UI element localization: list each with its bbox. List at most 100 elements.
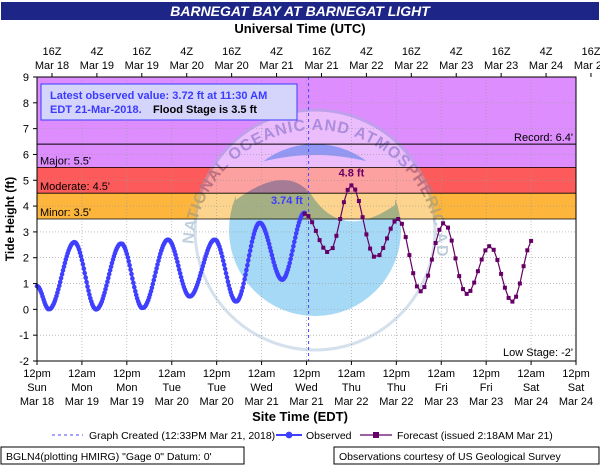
forecast-point bbox=[414, 284, 419, 289]
forecast-point bbox=[364, 232, 369, 237]
forecast-point bbox=[388, 226, 393, 231]
reference-lines: Major: 5.5' Moderate: 4.5' Minor: 3.5' Reco… bbox=[37, 132, 576, 359]
observed-point bbox=[156, 258, 161, 264]
bottom-tick-day: Mon bbox=[116, 382, 137, 394]
forecast-point bbox=[468, 288, 473, 293]
forecast-point bbox=[422, 285, 427, 290]
bottom-tick-day: Mon bbox=[71, 382, 92, 394]
bottom-tick-date: Mar 18 bbox=[20, 396, 54, 408]
top-tick-time: 16Z bbox=[42, 46, 61, 58]
observed-point bbox=[59, 271, 65, 277]
forecast-point bbox=[385, 236, 389, 241]
observed-point bbox=[219, 250, 224, 256]
bottom-tick-day: Sat bbox=[523, 382, 540, 394]
legend: Graph Created (12:33PM Mar 21, 2018) Obs… bbox=[52, 430, 553, 442]
forecast-point bbox=[437, 227, 442, 232]
observed-point bbox=[288, 256, 293, 262]
observed-point bbox=[103, 286, 108, 292]
forecast-point bbox=[495, 258, 500, 262]
observed-point bbox=[129, 271, 134, 277]
top-tick-time: 4Z bbox=[540, 46, 553, 58]
bottom-tick-date: Mar 20 bbox=[155, 396, 189, 408]
observed-point bbox=[250, 235, 256, 240]
observed-point bbox=[269, 252, 275, 258]
bottom-tick-day: Thu bbox=[387, 382, 406, 394]
observed-point bbox=[154, 266, 159, 271]
bottom-tick-time: 12pm bbox=[383, 368, 411, 380]
observed-point bbox=[290, 248, 295, 253]
observed-point bbox=[220, 254, 225, 259]
forecast-point bbox=[313, 228, 318, 233]
observed-point bbox=[106, 271, 112, 277]
forecast-point bbox=[334, 233, 339, 238]
forecast-point bbox=[499, 271, 504, 276]
bottom-tick-day: Sun bbox=[27, 382, 47, 394]
forecast-point bbox=[321, 245, 326, 250]
observed-point bbox=[84, 279, 89, 285]
top-tick-time: 16Z bbox=[132, 46, 151, 58]
forecast-point bbox=[349, 183, 354, 188]
bottom-tick-time: 12am bbox=[248, 368, 276, 380]
y-tick-label: 3 bbox=[23, 227, 29, 239]
forecast-point bbox=[396, 217, 401, 221]
y-tick-label: 9 bbox=[23, 72, 29, 84]
top-tick-time: 16Z bbox=[402, 46, 421, 58]
bottom-tick-time: 12pm bbox=[562, 368, 590, 380]
observed-point bbox=[102, 290, 107, 296]
observed-point bbox=[150, 281, 156, 287]
forecast-point bbox=[426, 273, 431, 278]
top-tick-time: 4Z bbox=[270, 46, 283, 58]
observed-point bbox=[127, 263, 132, 268]
forecast-point bbox=[502, 285, 507, 290]
forecast-point bbox=[377, 253, 382, 258]
observed-point bbox=[178, 274, 184, 280]
top-tick-time: 16Z bbox=[222, 46, 241, 58]
forecast-point bbox=[514, 294, 519, 299]
forecast-point bbox=[418, 289, 423, 294]
top-axis: 16Z Mar 18 4Z Mar 19 16Z Mar 19 4Z Mar 20 16Z Mar… bbox=[35, 46, 600, 77]
y-axis-title: Tide Height (ft) bbox=[3, 177, 17, 261]
forecast-point bbox=[399, 221, 404, 226]
observed-point bbox=[240, 285, 245, 290]
bottom-tick-time: 12pm bbox=[472, 368, 500, 380]
forecast-point bbox=[356, 199, 361, 203]
bottom-tick-day: Thu bbox=[342, 382, 361, 394]
bottom-tick-time: 12pm bbox=[113, 368, 141, 380]
top-tick-time: 16Z bbox=[581, 46, 600, 58]
footer-datum: BGLN4(plotting HMIRG) "Gage 0" Datum: 0' bbox=[6, 451, 212, 463]
observed-point bbox=[292, 239, 297, 245]
top-tick-date: Mar 22 bbox=[349, 60, 383, 72]
forecast-point bbox=[368, 246, 373, 251]
top-tick-date: Mar 21 bbox=[304, 60, 338, 72]
bottom-tick-date: Mar 21 bbox=[289, 396, 323, 408]
info-box-line3: Flood Stage is 3.5 ft bbox=[153, 104, 257, 116]
footer-credit: Observations courtesy of US Geological S… bbox=[339, 451, 562, 463]
observed-point bbox=[151, 277, 157, 283]
y-tick-label: 2 bbox=[23, 253, 29, 265]
bottom-tick-date: Mar 24 bbox=[559, 396, 593, 408]
forecast-point bbox=[407, 253, 412, 258]
x-axis-title: Site Time (EDT) bbox=[252, 409, 348, 424]
y-tick-label: 8 bbox=[23, 98, 29, 110]
bottom-tick-time: 12am bbox=[427, 368, 455, 380]
bottom-tick-date: Mar 23 bbox=[424, 396, 458, 408]
observed-point bbox=[108, 264, 114, 269]
bottom-tick-day: Fri bbox=[480, 382, 493, 394]
observed-point bbox=[131, 280, 136, 286]
observed-point bbox=[173, 252, 178, 258]
top-tick-date: Mar 20 bbox=[215, 60, 249, 72]
observed-point bbox=[270, 256, 276, 261]
top-tick-date: Mar 19 bbox=[80, 60, 114, 72]
y-tick-label: 7 bbox=[23, 124, 29, 136]
observed-point bbox=[83, 275, 88, 280]
forecast-point bbox=[325, 250, 330, 254]
forecast-point bbox=[517, 281, 522, 286]
observed-point bbox=[62, 260, 68, 266]
bottom-tick-time: 12am bbox=[158, 368, 186, 380]
forecast-point bbox=[472, 280, 477, 285]
observed-point bbox=[266, 241, 272, 247]
observed-point bbox=[293, 235, 298, 240]
observed-point bbox=[124, 251, 130, 257]
